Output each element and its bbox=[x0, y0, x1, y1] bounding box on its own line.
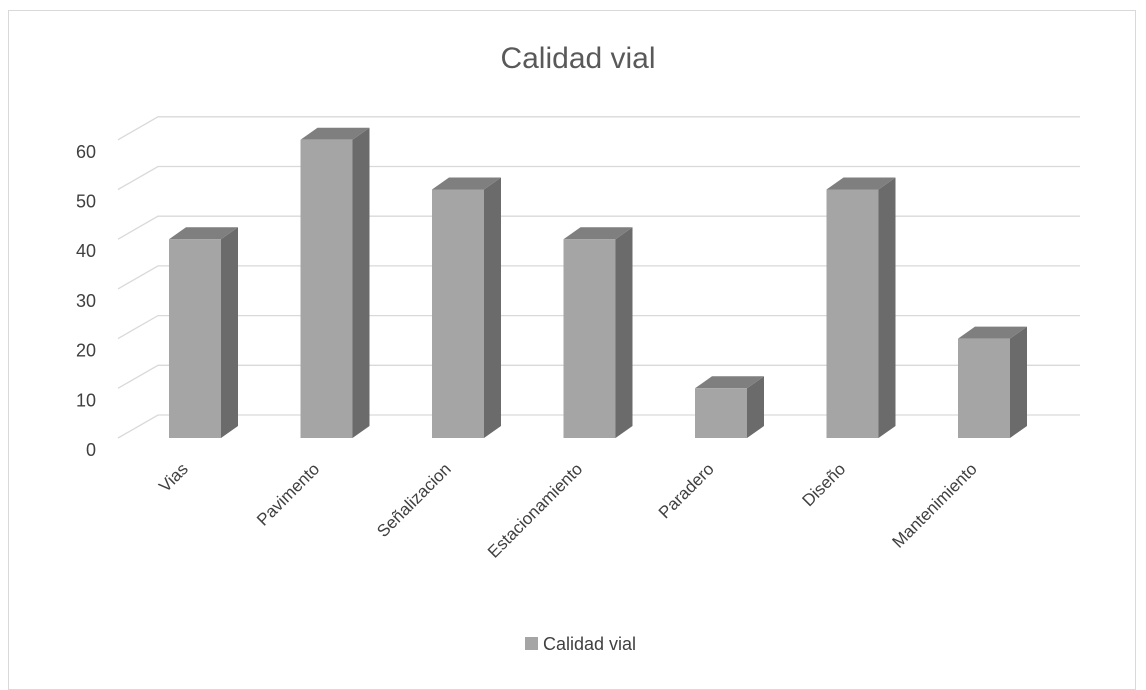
x-category-label: Estacionamiento bbox=[484, 459, 586, 561]
bar-side bbox=[1010, 326, 1027, 438]
x-axis-category-labels: Vias Pavimento Señalizacion Estacionamiento… bbox=[155, 459, 981, 561]
bar bbox=[958, 326, 1027, 438]
bar-top bbox=[826, 177, 896, 190]
bar-front bbox=[958, 338, 1010, 438]
x-category-label: Diseño bbox=[798, 459, 849, 510]
x-category-label: Señalizacion bbox=[373, 459, 455, 541]
bar bbox=[563, 227, 633, 438]
bar-side bbox=[747, 376, 764, 438]
x-category-label: Paradero bbox=[655, 459, 718, 522]
bar-side bbox=[878, 177, 896, 438]
gridline bbox=[117, 116, 1080, 141]
bar-front bbox=[563, 239, 616, 438]
x-category-label: Pavimento bbox=[253, 459, 323, 529]
legend: Calidad vial bbox=[525, 634, 636, 654]
gridline bbox=[117, 414, 1080, 439]
bar-front bbox=[826, 189, 879, 438]
y-tick-label: 30 bbox=[76, 291, 96, 311]
bar-top bbox=[169, 227, 238, 240]
y-axis-tick-labels: 0 10 20 30 40 50 60 bbox=[76, 142, 96, 460]
bar-side bbox=[484, 177, 501, 438]
bar-front bbox=[300, 139, 353, 439]
bar-top bbox=[695, 376, 764, 389]
bar-front bbox=[432, 189, 484, 438]
x-category-label: Vias bbox=[155, 459, 192, 496]
gridline bbox=[117, 314, 1080, 340]
bar-top bbox=[432, 177, 501, 190]
legend-swatch bbox=[525, 637, 538, 650]
gridlines bbox=[117, 116, 1080, 439]
bars bbox=[169, 127, 1027, 439]
bar bbox=[826, 177, 896, 438]
bar-side bbox=[352, 127, 370, 439]
gridline bbox=[117, 265, 1080, 290]
gridline bbox=[117, 364, 1080, 389]
bar-side bbox=[615, 227, 633, 438]
bar bbox=[300, 127, 370, 439]
y-tick-label: 10 bbox=[76, 390, 96, 410]
bar bbox=[432, 177, 501, 438]
bar-side bbox=[221, 227, 238, 438]
bar bbox=[695, 376, 764, 438]
y-tick-label: 20 bbox=[76, 341, 96, 361]
gridline bbox=[117, 165, 1080, 191]
chart-title: Calidad vial bbox=[500, 42, 655, 75]
y-tick-label: 0 bbox=[86, 440, 96, 460]
bar-top bbox=[300, 127, 370, 140]
y-tick-label: 60 bbox=[76, 142, 96, 162]
bar-top bbox=[563, 227, 633, 240]
bar-front bbox=[695, 388, 747, 438]
y-tick-label: 50 bbox=[76, 192, 96, 212]
bar bbox=[169, 227, 238, 438]
gridline bbox=[117, 215, 1080, 240]
x-category-label: Mantenimiento bbox=[889, 459, 981, 551]
bar-top bbox=[958, 326, 1027, 339]
legend-label: Calidad vial bbox=[543, 634, 636, 654]
y-tick-label: 40 bbox=[76, 241, 96, 261]
bar-front bbox=[169, 239, 221, 438]
